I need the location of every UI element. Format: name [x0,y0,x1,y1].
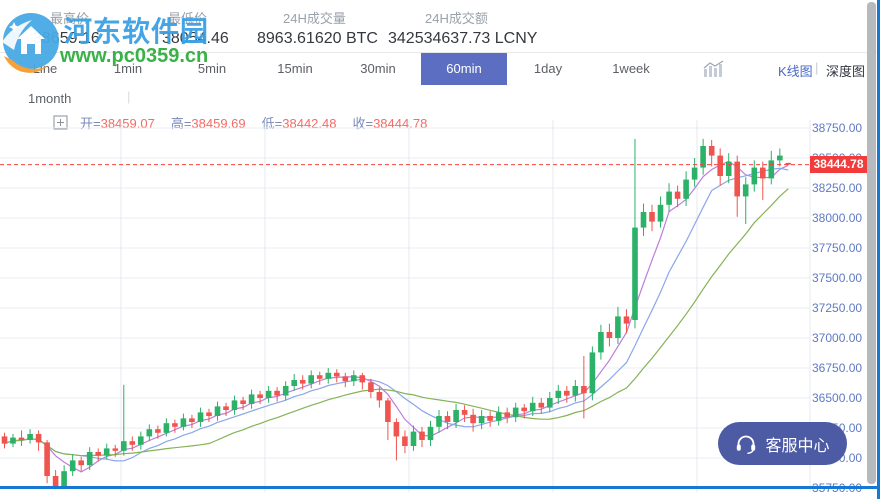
tab-1week[interactable]: 1week [612,61,650,76]
stat-turnover-value: 342534637.73 LCNY [388,30,538,47]
header-separator [0,52,877,53]
row2-divider: | [127,89,131,104]
stat-volume: 24H成交量 8963.61620 BTC [257,8,378,48]
tab-15min[interactable]: 15min [277,61,313,76]
stat-high-value: 38659.16 [33,30,100,47]
candlestick-chart[interactable] [0,120,866,492]
stat-volume-value: 8963.61620 BTC [257,30,378,47]
bar-chart-icon[interactable] [703,60,725,82]
window-border-bottom [0,486,877,489]
kline-chart-tab[interactable]: K线图 [778,64,813,79]
customer-service-button[interactable]: 客服中心 [718,422,847,465]
stat-turnover: 24H成交额 342534637.73 LCNY [388,8,537,48]
headset-icon [735,434,757,454]
tab-line[interactable]: Line [32,61,58,76]
ohlc-item: 低=38442.48 [261,116,337,131]
y-axis-label: 37500.00 [812,271,863,285]
ohlc-item: 收=38444.78 [352,116,428,131]
y-axis-label: 36500.00 [812,391,863,405]
tab-30min[interactable]: 30min [360,61,396,76]
tab-1min[interactable]: 1min [113,61,143,76]
current-price-tag: 38444.78 [810,156,867,174]
y-axis-label: 37000.00 [812,331,863,345]
depth-chart-tab[interactable]: 深度图 [826,64,866,79]
tab-1day[interactable]: 1day [533,61,563,76]
customer-service-label: 客服中心 [765,437,830,455]
grid-expand-icon[interactable] [53,115,68,135]
ohlc-item: 高=38459.69 [170,116,246,131]
ohlc-item: 开=38459.07 [80,116,155,131]
y-axis-label: 37750.00 [812,241,863,255]
vertical-scrollbar[interactable] [867,2,876,484]
ohlc-readout: 开=38459.07 高=38459.69 低=38442.48 收=38444.78 [80,113,443,132]
stat-low: 最低价 38054.46 [162,8,229,48]
stat-high: 最高价 38659.16 [33,8,100,48]
stat-low-label: 最低价 [168,11,208,26]
y-axis-label: 37250.00 [812,301,863,315]
y-axis-label: 38000.00 [812,211,863,225]
stat-turnover-label: 24H成交额 [425,11,488,26]
chart-type-divider: | [815,60,819,75]
tab-5min[interactable]: 5min [197,61,227,76]
stat-high-label: 最高价 [50,11,90,26]
tab-1month[interactable]: 1month [28,91,72,106]
window-border-right [877,0,880,499]
y-axis-label: 38750.00 [812,121,863,135]
stat-volume-label: 24H成交量 [283,11,346,26]
tab-60min[interactable]: 60min [421,53,507,85]
stat-low-value: 38054.46 [162,30,229,47]
y-axis-label: 38250.00 [812,181,863,195]
y-axis-label: 36750.00 [812,361,863,375]
